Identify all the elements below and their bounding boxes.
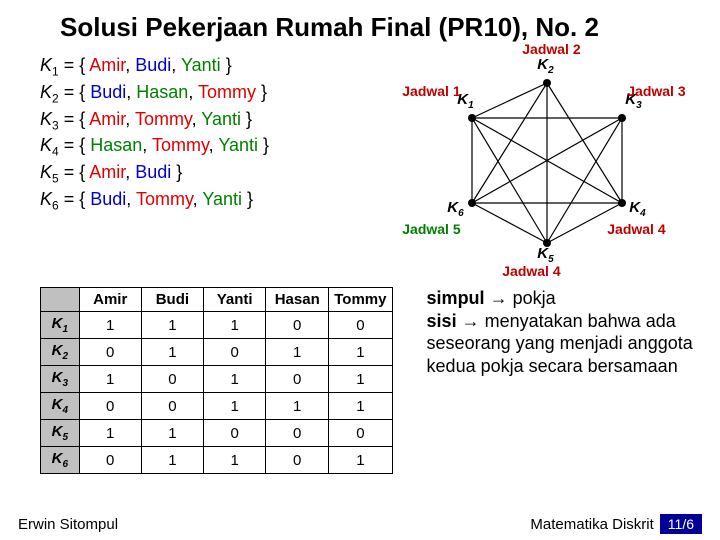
table-cell: 1 bbox=[329, 447, 392, 474]
note-sisi: sisi bbox=[427, 311, 457, 331]
graph-jadwal-label: Jadwal 1 bbox=[402, 83, 460, 99]
table-cell: 1 bbox=[141, 312, 203, 339]
table-row: K310101 bbox=[41, 366, 393, 393]
table-cell: 0 bbox=[266, 420, 329, 447]
table-cell: 0 bbox=[203, 339, 265, 366]
table-cell: 1 bbox=[79, 312, 141, 339]
table-row-header: K5 bbox=[41, 420, 80, 447]
footer-right: Matematika Diskrit 11/6 bbox=[530, 514, 702, 534]
table-cell: 0 bbox=[329, 420, 392, 447]
table-cell: 1 bbox=[141, 447, 203, 474]
table-cell: 0 bbox=[79, 339, 141, 366]
table-cell: 1 bbox=[266, 339, 329, 366]
table-header: Hasan bbox=[266, 288, 329, 312]
right-column: K1Jadwal 1K2Jadwal 2K3Jadwal 3K4Jadwal 4… bbox=[402, 53, 700, 273]
note-text: simpul → pokja sisi → menyatakan bahwa a… bbox=[427, 287, 700, 377]
set-row: K2 = { Budi, Hasan, Tommy } bbox=[40, 80, 402, 107]
slide-title: Solusi Pekerjaan Rumah Final (PR10), No.… bbox=[0, 0, 720, 53]
table-cell: 1 bbox=[203, 447, 265, 474]
footer-course: Matematika Diskrit bbox=[530, 516, 653, 533]
graph-jadwal-label: Jadwal 3 bbox=[627, 83, 685, 99]
table-header bbox=[41, 288, 80, 312]
table-cell: 1 bbox=[79, 366, 141, 393]
table-cell: 1 bbox=[203, 366, 265, 393]
set-definitions: K1 = { Amir, Budi, Yanti }K2 = { Budi, H… bbox=[40, 53, 402, 214]
graph-jadwal-label: Jadwal 2 bbox=[522, 41, 580, 57]
table-cell: 1 bbox=[329, 339, 392, 366]
table-cell: 0 bbox=[329, 312, 392, 339]
graph-node-label: K4 bbox=[629, 199, 645, 219]
table-cell: 0 bbox=[266, 447, 329, 474]
graph-jadwal-label: Jadwal 4 bbox=[607, 221, 665, 237]
table-header: Yanti bbox=[203, 288, 265, 312]
table-cell: 0 bbox=[79, 447, 141, 474]
table-header: Tommy bbox=[329, 288, 392, 312]
graph-node-label: K2 bbox=[537, 56, 553, 76]
table-row: K111100 bbox=[41, 312, 393, 339]
graph-diagram: K1Jadwal 1K2Jadwal 2K3Jadwal 3K4Jadwal 4… bbox=[407, 53, 687, 273]
table-cell: 0 bbox=[203, 420, 265, 447]
table-cell: 1 bbox=[79, 420, 141, 447]
table-cell: 0 bbox=[266, 366, 329, 393]
table-header: Amir bbox=[79, 288, 141, 312]
slide-number: 11/6 bbox=[660, 514, 702, 534]
set-row: K5 = { Amir, Budi } bbox=[40, 160, 402, 187]
table-row: K201011 bbox=[41, 339, 393, 366]
arrow-icon: → bbox=[462, 311, 480, 331]
table-row-header: K3 bbox=[41, 366, 80, 393]
set-row: K4 = { Hasan, Tommy, Yanti } bbox=[40, 133, 402, 160]
note-pokja: pokja bbox=[508, 288, 556, 308]
note-simpul: simpul bbox=[427, 288, 485, 308]
table-row: K400111 bbox=[41, 393, 393, 420]
graph-node-label: K6 bbox=[447, 199, 463, 219]
footer: Erwin Sitompul Matematika Diskrit 11/6 bbox=[0, 514, 720, 534]
footer-author: Erwin Sitompul bbox=[18, 516, 118, 533]
table-row-header: K2 bbox=[41, 339, 80, 366]
table-cell: 1 bbox=[141, 420, 203, 447]
table-cell: 1 bbox=[203, 312, 265, 339]
graph-jadwal-label: Jadwal 4 bbox=[502, 263, 560, 279]
membership-table-wrap: AmirBudiYantiHasanTommyK111100K201011K31… bbox=[40, 287, 393, 474]
membership-table: AmirBudiYantiHasanTommyK111100K201011K31… bbox=[40, 287, 393, 474]
table-cell: 1 bbox=[329, 366, 392, 393]
arrow-icon: → bbox=[490, 288, 508, 308]
table-row: K601101 bbox=[41, 447, 393, 474]
set-row: K6 = { Budi, Tommy, Yanti } bbox=[40, 187, 402, 214]
table-cell: 0 bbox=[266, 312, 329, 339]
content-area: K1 = { Amir, Budi, Yanti }K2 = { Budi, H… bbox=[0, 53, 720, 273]
table-cell: 1 bbox=[266, 393, 329, 420]
table-row-header: K1 bbox=[41, 312, 80, 339]
table-header: Budi bbox=[141, 288, 203, 312]
table-row-header: K4 bbox=[41, 393, 80, 420]
table-cell: 1 bbox=[203, 393, 265, 420]
left-column: K1 = { Amir, Budi, Yanti }K2 = { Budi, H… bbox=[40, 53, 402, 273]
table-row: K511000 bbox=[41, 420, 393, 447]
table-cell: 1 bbox=[329, 393, 392, 420]
table-row-header: K6 bbox=[41, 447, 80, 474]
lower-area: AmirBudiYantiHasanTommyK111100K201011K31… bbox=[0, 273, 720, 474]
graph-node-label: K5 bbox=[537, 245, 553, 265]
set-row: K1 = { Amir, Budi, Yanti } bbox=[40, 53, 402, 80]
graph-jadwal-label: Jadwal 5 bbox=[402, 221, 460, 237]
table-cell: 0 bbox=[141, 366, 203, 393]
table-cell: 0 bbox=[141, 393, 203, 420]
table-cell: 0 bbox=[79, 393, 141, 420]
table-cell: 1 bbox=[141, 339, 203, 366]
set-row: K3 = { Amir, Tommy, Yanti } bbox=[40, 107, 402, 134]
